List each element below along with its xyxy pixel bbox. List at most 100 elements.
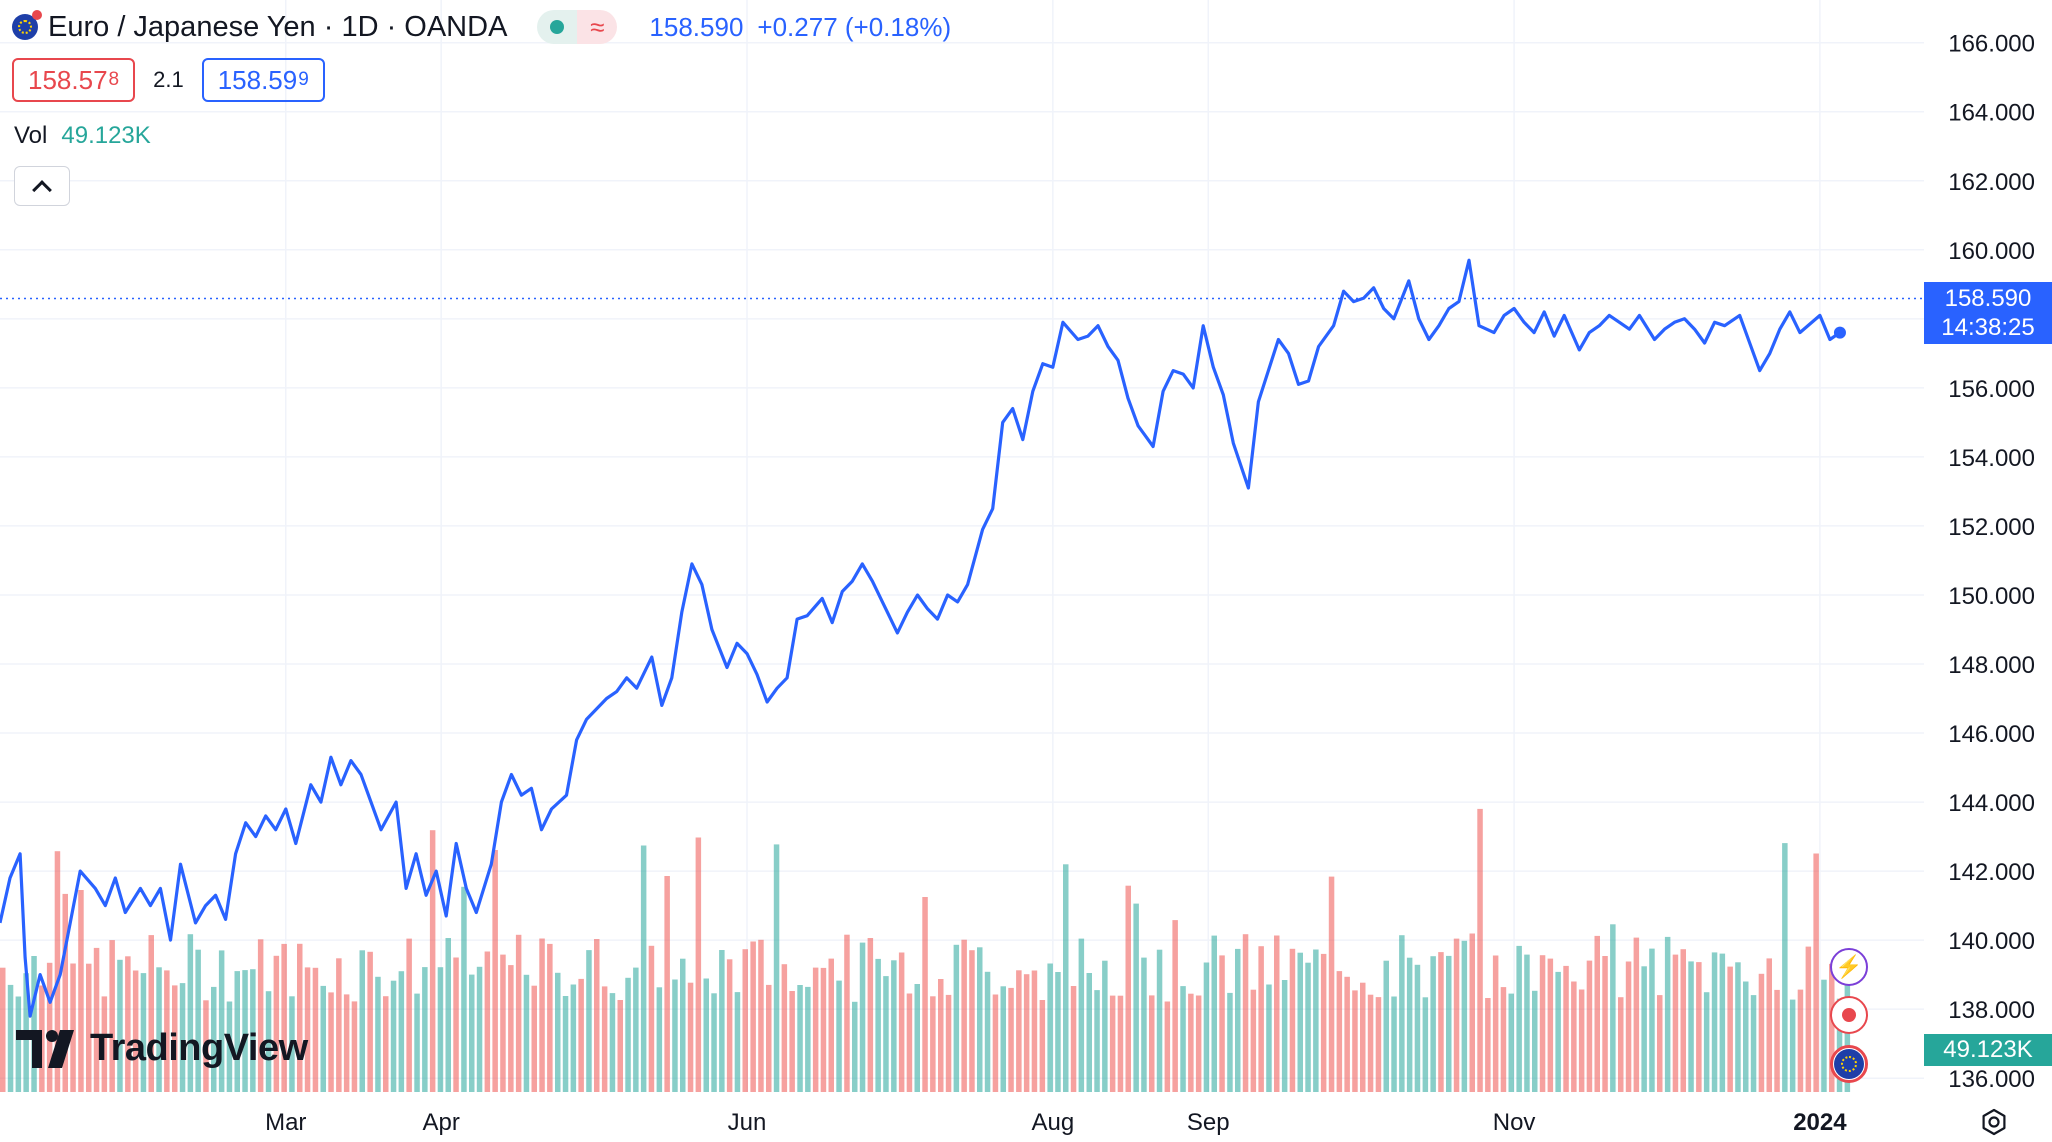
volume-bar [1289,948,1296,1092]
volume-bar [875,958,881,1092]
bid-pip: 8 [108,69,120,90]
volume-bar [1227,992,1233,1092]
volume-bar [156,967,162,1092]
volume-bar [1578,989,1585,1092]
collapse-legend-button[interactable] [14,166,70,206]
volume-bar [1602,956,1608,1092]
volume-bar [1055,972,1061,1092]
volume-bar [484,951,491,1092]
volume-bar [242,970,248,1092]
volume-bar [938,979,944,1092]
volume-bar [648,945,655,1092]
volume-bar [1414,964,1421,1092]
volume-bar [187,934,194,1092]
price-axis[interactable]: 166.000164.000162.000160.000158.000156.0… [1948,31,2035,1093]
volume-bar [218,950,225,1092]
tradingview-logo[interactable]: TradingView [16,1027,308,1070]
volume-bars [0,808,1851,1092]
gear-icon[interactable] [1980,1108,2008,1136]
volume-bar [1211,935,1217,1092]
y-tick-label: 142.000 [1948,859,2035,886]
volume-bar [250,969,256,1092]
spread-value: 2.1 [153,67,184,92]
volume-bar [1156,949,1163,1092]
volume-bar [625,977,631,1092]
volume-bar [359,950,365,1092]
current-price-label: 158.590 14:38:25 [1924,282,2052,344]
symbol-legend[interactable]: Euro / Japanese Yen · 1D · OANDA ≈ 158.5… [12,8,951,46]
tradingview-logo-icon [16,1029,74,1068]
volume-bar [719,950,725,1092]
volume-bar [367,951,373,1092]
volume-bar [930,996,936,1092]
volume-bar [640,845,647,1092]
lightning-icon[interactable]: ⚡ [1830,948,1868,986]
volume-bar [1477,808,1483,1092]
volume-bar [1805,946,1812,1092]
volume-bar [0,967,6,1092]
volume-bar [1766,958,1772,1092]
volume-bar [1586,960,1593,1092]
volume-bar [46,962,53,1092]
y-tick-label: 164.000 [1948,100,2035,127]
volume-bar [1367,994,1374,1092]
y-tick-label: 140.000 [1948,928,2035,955]
status-pill[interactable]: ≈ [537,10,618,44]
volume-bar [1453,938,1460,1092]
volume-bar [1719,953,1726,1092]
quote-buttons: 158.57 8 2.1 158.59 9 [12,58,325,102]
volume-bar [1063,864,1069,1092]
x-tick-label: Jun [728,1109,767,1136]
symbol-title[interactable]: Euro / Japanese Yen · 1D · OANDA [48,10,508,43]
volume-bar [1117,995,1124,1092]
y-tick-label: 152.000 [1948,514,2035,541]
volume-bar [1680,949,1686,1092]
volume-bar [1094,990,1100,1092]
y-tick-label: 144.000 [1948,790,2035,817]
volume-bar [852,1001,858,1092]
record-icon[interactable] [1830,996,1868,1034]
volume-bar [1703,992,1710,1092]
current-price-value: 158.590 [1944,285,2032,312]
time-axis[interactable]: Mar Apr Jun Aug Sep Nov 2024 [265,1109,1847,1136]
volume-bar [273,955,280,1092]
volume-bar [304,967,311,1092]
volume-bar [797,985,803,1092]
volume-bar [461,886,467,1092]
volume-bar [1774,989,1780,1092]
volume-bar [687,982,694,1092]
volume-bar [914,984,920,1092]
volume-bar [132,970,139,1092]
eu-flag-icon[interactable] [1830,1045,1868,1083]
market-open-dot-icon [537,10,578,44]
volume-bar [422,967,428,1092]
y-tick-label: 162.000 [1948,169,2035,196]
volume-bar [789,991,795,1092]
volume-bar [703,978,709,1092]
volume-bar [1430,956,1436,1092]
volume-bar [1610,924,1616,1092]
volume-bar [531,985,537,1092]
volume-bar [125,956,131,1092]
eu-flag-icon [12,10,42,40]
y-tick-label: 156.000 [1948,376,2035,403]
volume-bar [1344,976,1350,1092]
volume-bar [1242,934,1249,1092]
volume-bar [390,980,397,1092]
volume-bar [906,993,913,1092]
volume-bar [1563,965,1569,1092]
volume-bar [453,957,459,1092]
volume-bar [437,967,444,1092]
volume-bar [1547,958,1554,1092]
buy-price-button[interactable]: 158.59 9 [201,58,325,102]
sell-price-button[interactable]: 158.57 8 [12,58,136,102]
volume-bar [1750,995,1757,1092]
volume-bar [1305,962,1311,1092]
volume-legend[interactable]: Vol 49.123K [14,122,151,150]
volume-bar [1422,997,1429,1092]
volume-bar [656,987,663,1092]
volume-bar [1281,980,1288,1092]
x-tick-label: Mar [265,1109,306,1136]
volume-bar [555,972,561,1092]
